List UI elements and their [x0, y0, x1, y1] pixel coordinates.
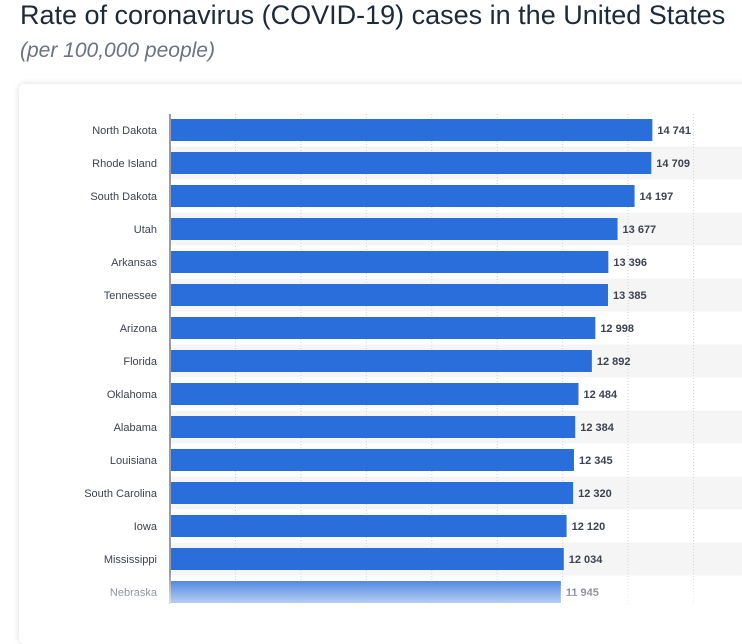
bar [171, 548, 564, 570]
bar [171, 350, 592, 372]
value-label: 12 034 [569, 554, 604, 566]
bar [171, 218, 618, 240]
category-label: Iowa [134, 521, 158, 533]
category-label: Nebraska [110, 587, 158, 599]
chart-card: North Dakota Rhode Island South Dakota Utah… [19, 84, 742, 644]
category-label: Arizona [120, 323, 158, 335]
bar [171, 515, 567, 537]
bar [171, 482, 574, 504]
category-label: Mississippi [104, 554, 157, 566]
category-label: Utah [134, 224, 157, 236]
value-label: 12 892 [597, 356, 631, 368]
category-label: South Dakota [90, 191, 158, 203]
bar [171, 317, 596, 339]
category-label: Louisiana [110, 455, 158, 467]
bar [171, 416, 576, 438]
value-label: 14 197 [640, 191, 674, 203]
bar [171, 119, 653, 141]
value-label: 12 384 [580, 422, 615, 434]
page-title: Rate of coronavirus (COVID-19) cases in … [20, 0, 726, 30]
category-label: North Dakota [92, 125, 158, 137]
value-label: 13 677 [623, 224, 657, 236]
value-label: 11 945 [566, 587, 599, 599]
category-label: Alabama [114, 422, 158, 434]
bar [171, 581, 561, 603]
value-labels: 14 741 14 709 14 197 13 677 13 396 13 385 12 9… [566, 125, 691, 599]
bar [171, 251, 609, 273]
bar-chart: North Dakota Rhode Island South Dakota Utah… [84, 114, 742, 604]
category-label: Rhode Island [92, 158, 157, 170]
bar [171, 152, 652, 174]
category-label: Oklahoma [107, 389, 158, 401]
value-label: 13 396 [613, 257, 647, 269]
value-label: 13 385 [613, 290, 647, 302]
page-subtitle: (per 100,000 people) [20, 39, 215, 62]
value-label: 12 120 [572, 521, 606, 533]
category-label: Florida [123, 356, 158, 368]
bar [171, 449, 574, 471]
category-label: Tennessee [104, 290, 157, 302]
category-labels: North Dakota Rhode Island South Dakota Utah… [84, 125, 158, 599]
value-label: 12 998 [600, 323, 634, 335]
category-label: Arkansas [111, 257, 157, 269]
bar [171, 383, 579, 405]
value-label: 14 709 [656, 158, 690, 170]
value-label: 12 345 [579, 455, 613, 467]
value-label: 12 320 [578, 488, 612, 500]
bar [171, 185, 635, 207]
value-label: 14 741 [657, 125, 691, 137]
value-label: 12 484 [584, 389, 619, 401]
bar [171, 284, 608, 306]
category-label: South Carolina [84, 488, 158, 500]
